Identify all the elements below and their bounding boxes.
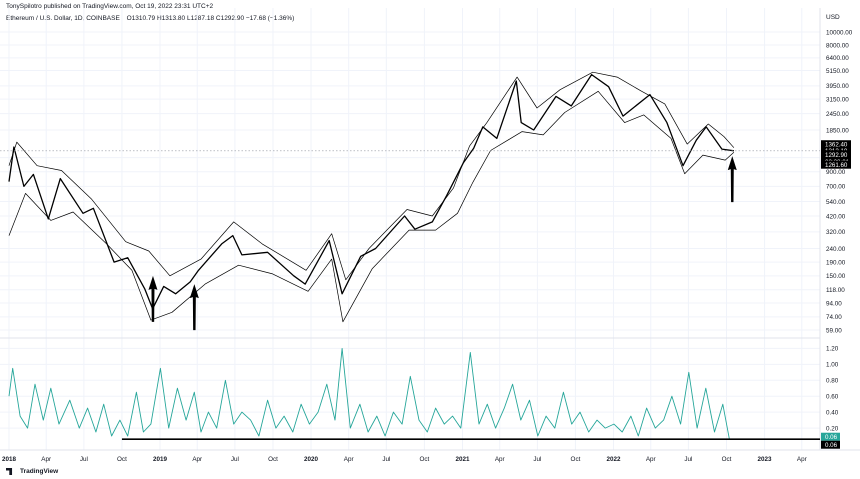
symbol-info: Ethereum / U.S. Dollar, 1D, COINBASE O13… — [6, 15, 294, 22]
ohlc-values: O1310.79 H1313.80 L1287.18 C1292.90 −17.… — [126, 15, 295, 22]
price-label: 1292.90 — [825, 152, 848, 159]
oscillator-tick-label: 0.20 — [826, 425, 839, 432]
price-tick-label: 3950.00 — [826, 83, 849, 90]
oscillator-tick-label: 0.60 — [826, 393, 839, 400]
time-tick-label: Apr — [646, 456, 656, 463]
price-tick-label: 118.00 — [826, 287, 845, 294]
oscillator-tick-label: 0.40 — [826, 409, 839, 416]
grid-lines — [0, 8, 820, 450]
time-tick-label: Oct — [117, 456, 127, 463]
price-label: 1362.40 — [825, 142, 848, 149]
price-tick-label: 8000.00 — [826, 42, 849, 49]
time-axis[interactable]: 2018 Apr Jul Oct 2019 Apr Jul Oct 2020 Apr Jul Oct 2… — [2, 456, 807, 463]
price-tick-label: 320.00 — [826, 229, 846, 236]
series-oscillator — [8, 347, 734, 440]
price-axis[interactable]: USD 10000.00 8000.00 6400.00 5150.00 3950.00 3… — [826, 14, 853, 334]
price-tick-label: 150.00 — [826, 273, 846, 280]
oscillator-axis[interactable]: 1.20 1.00 0.80 0.60 0.40 0.20 — [826, 346, 839, 433]
time-tick-label: Jul — [80, 456, 88, 463]
time-tick-label: 2022 — [607, 456, 622, 463]
oscillator-tick-label: 0.80 — [826, 378, 839, 385]
symbol-name: Ethereum / U.S. Dollar, 1D, COINBASE — [6, 15, 120, 22]
up-arrow-annotation — [727, 156, 737, 203]
oscillator-tick-label: 1.00 — [826, 362, 839, 369]
time-tick-label: Oct — [268, 456, 278, 463]
time-tick-label: Apr — [41, 456, 51, 463]
time-tick-label: 2023 — [758, 456, 773, 463]
tradingview-logo-text: TradingView — [20, 468, 59, 475]
oscillator-label-bg — [821, 440, 840, 449]
oscillator-tick-label: 1.20 — [826, 346, 839, 353]
up-arrow-annotation — [189, 284, 199, 331]
price-tick-label: 420.00 — [826, 213, 846, 220]
price-tick-label: 3150.00 — [826, 96, 849, 103]
time-tick-label: Apr — [495, 456, 505, 463]
time-tick-label: Oct — [420, 456, 430, 463]
time-tick-label: Jul — [382, 456, 390, 463]
series-close — [8, 73, 734, 310]
price-tick-label: 74.00 — [826, 314, 842, 321]
time-tick-label: 2020 — [304, 456, 319, 463]
series-upper-band — [8, 71, 735, 281]
oscillator-label: 0.06 — [825, 442, 838, 449]
time-tick-label: Oct — [722, 456, 732, 463]
time-tick-label: 2021 — [455, 456, 470, 463]
oscillator-label-bg — [821, 432, 840, 441]
time-tick-label: Apr — [797, 456, 807, 463]
oscillator-label: 0.06 — [825, 434, 838, 441]
time-tick-label: Jul — [231, 456, 239, 463]
price-label-bg — [821, 160, 851, 169]
currency-label: USD — [826, 14, 840, 21]
time-tick-label: Jul — [533, 456, 541, 463]
time-tick-label: Apr — [344, 456, 354, 463]
tradingview-mark-icon — [6, 468, 13, 475]
price-label-bg — [821, 150, 851, 159]
price-tick-label: 700.00 — [826, 184, 846, 191]
price-tick-label: 2450.00 — [826, 111, 849, 118]
publisher-credit: TonySpilotro published on TradingView.co… — [6, 3, 214, 10]
price-tick-label: 5150.00 — [826, 68, 849, 75]
price-tick-label: 900.00 — [826, 169, 846, 176]
oscillator-pane — [8, 347, 820, 441]
time-tick-label: Oct — [571, 456, 581, 463]
time-tick-label: 2018 — [2, 456, 17, 463]
time-tick-label: Apr — [192, 456, 202, 463]
time-tick-label: Jul — [684, 456, 692, 463]
price-labels: 1362.401312.101292.9002:28:011261.600.06… — [821, 140, 851, 449]
price-tick-label: 94.00 — [826, 300, 842, 307]
price-tick-label: 240.00 — [826, 246, 846, 253]
time-tick-label: 2019 — [153, 456, 168, 463]
price-pane — [0, 71, 820, 323]
price-label: 1261.60 — [825, 162, 848, 169]
price-tick-label: 59.00 — [826, 327, 842, 334]
price-tick-label: 6400.00 — [826, 55, 849, 62]
arrow-annotations — [148, 156, 737, 331]
price-tick-label: 1850.00 — [826, 127, 849, 134]
series-lower-band — [8, 90, 735, 323]
price-tick-label: 10000.00 — [826, 29, 853, 36]
price-tick-label: 540.00 — [826, 199, 846, 206]
price-tick-label: 190.00 — [826, 259, 846, 266]
up-arrow-annotation — [148, 275, 158, 322]
price-label-bg — [821, 140, 851, 149]
tradingview-logo[interactable]: TradingView — [6, 468, 58, 475]
